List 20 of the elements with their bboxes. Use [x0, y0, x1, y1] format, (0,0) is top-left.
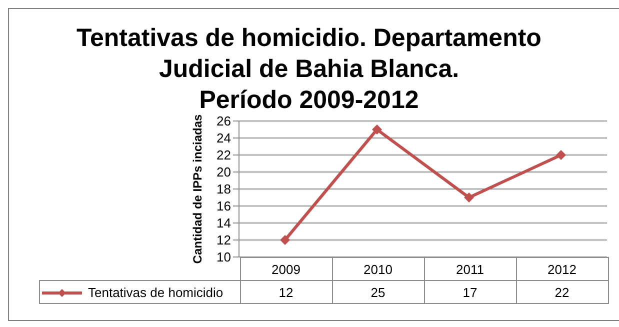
- y-tick-label: 20: [216, 164, 231, 180]
- legend-label: Tentativas de homicidio: [40, 280, 240, 304]
- y-tick-label: 18: [216, 182, 231, 197]
- x-tick-label: 2012: [516, 258, 608, 280]
- x-tick-label: 2010: [332, 258, 424, 280]
- chart-title: Tentativas de homicidio. Departamento Judicial de Bahia Blanca. Período 2009-2012: [76, 23, 542, 114]
- x-tick-label: 2009: [240, 258, 332, 280]
- y-tick-label: 14: [216, 216, 231, 231]
- data-label: 12: [240, 280, 332, 304]
- x-tick-label: 2011: [424, 258, 516, 280]
- y-tick-label: 16: [216, 198, 231, 214]
- data-label: 22: [516, 280, 608, 304]
- y-tick-label: 22: [216, 148, 231, 163]
- y-axis-title: Cantidad de IPPs inciadas: [190, 114, 204, 264]
- y-tick-label: 10: [216, 250, 231, 265]
- y-tick-label: 26: [216, 114, 231, 129]
- y-tick-label: 24: [216, 130, 231, 146]
- y-tick-label: 12: [216, 232, 231, 248]
- data-label: 17: [424, 280, 516, 304]
- data-label: 25: [332, 280, 424, 304]
